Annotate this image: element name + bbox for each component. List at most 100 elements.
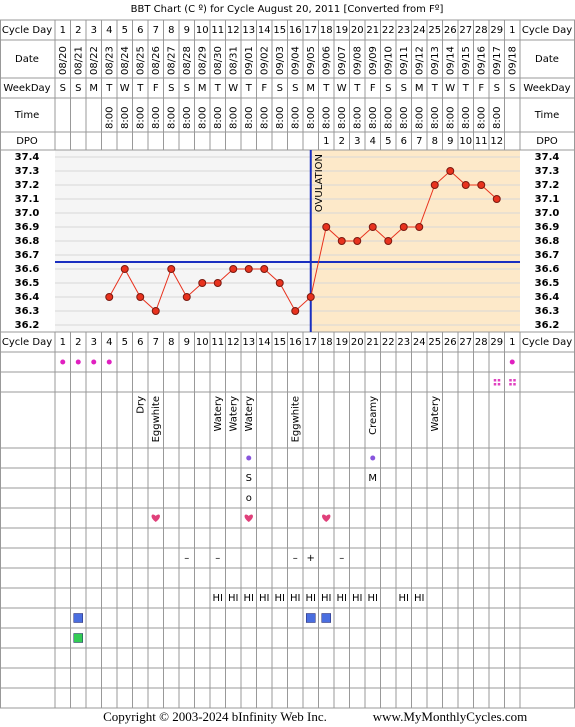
cycle-day: 7 [153, 337, 159, 348]
row-label: Time [14, 110, 39, 121]
weekday: F [153, 83, 159, 94]
weekday: T [431, 83, 439, 94]
y-tick-label: 37.2 [535, 180, 560, 191]
temperature-point [430, 181, 439, 189]
time: 8:00 [120, 107, 131, 129]
y-tick-label: 36.9 [535, 222, 560, 233]
weekday: M [415, 83, 424, 94]
date: 09/08 [352, 46, 363, 75]
cell-text: – [293, 553, 298, 564]
y-tick-label: 37.0 [535, 208, 560, 219]
y-tick-label: 37.1 [535, 194, 560, 205]
time: 8:00 [228, 107, 239, 129]
temperature-point [105, 293, 114, 301]
cycle-day: 28 [475, 337, 488, 348]
copyright: Copyright © 2003-2024 bInfinity Web Inc. [103, 709, 327, 724]
cycle-day: 15 [273, 25, 286, 36]
cycle-day: 23 [397, 337, 410, 348]
temperature-point [461, 181, 470, 189]
time: 8:00 [104, 107, 115, 129]
cycle-day: 16 [289, 337, 302, 348]
cell-text: – [184, 553, 189, 564]
cell-spot [493, 383, 497, 386]
cell-text: Watery [430, 396, 441, 432]
cell-text: HI [306, 593, 316, 604]
time: 8:00 [290, 107, 301, 129]
cell-text: Watery [213, 396, 224, 432]
date: 08/25 [135, 46, 146, 75]
dpo: 3 [354, 136, 360, 147]
cell-dot [370, 455, 376, 461]
weekday: S [494, 83, 500, 94]
cycle-day: 20 [351, 25, 364, 36]
cell-text: o [246, 493, 252, 504]
temperature-point [136, 293, 145, 301]
cycle-day: 25 [428, 25, 441, 36]
temperature-point [492, 195, 501, 203]
cell-text: HI [213, 593, 223, 604]
cycle-day: 21 [366, 337, 379, 348]
temperature-point [198, 279, 207, 287]
date: 09/07 [337, 46, 348, 75]
cycle-day: 17 [304, 337, 317, 348]
weekday: T [245, 83, 253, 94]
weekday: F [478, 83, 484, 94]
cell-text: S [246, 473, 252, 484]
cycle-day: 25 [428, 337, 441, 348]
date: 09/10 [383, 46, 394, 75]
cycle-day: 13 [242, 25, 255, 36]
cycle-day: 26 [444, 337, 457, 348]
cycle-day: 11 [211, 25, 224, 36]
cell-text: Creamy [368, 396, 379, 435]
cell-text: – [215, 553, 220, 564]
time: 8:00 [461, 107, 472, 129]
cell-dot [106, 359, 112, 365]
temperature-point [353, 237, 362, 245]
time: 8:00 [476, 107, 487, 129]
time: 8:00 [383, 107, 394, 129]
cell-dot [60, 359, 66, 365]
date: 09/09 [368, 46, 379, 75]
row-label: Cycle Day [2, 337, 52, 348]
temperature-point [399, 223, 408, 231]
time: 8:00 [352, 107, 363, 129]
temperature-point [151, 307, 160, 315]
cycle-day: 27 [459, 25, 472, 36]
temperature-point [244, 265, 253, 273]
weekday: W [120, 83, 130, 94]
cell-text: HI [228, 593, 238, 604]
weekday: S [168, 83, 174, 94]
weekday: T [136, 83, 144, 94]
y-tick-label: 37.0 [15, 208, 40, 219]
y-tick-label: 37.3 [535, 166, 560, 177]
cycle-day: 9 [184, 337, 190, 348]
row-label: Date [535, 54, 559, 65]
dpo: 4 [370, 136, 376, 147]
date: 08/27 [166, 46, 177, 75]
chart-title: BBT Chart (C º) for Cycle August 20, 201… [131, 4, 444, 15]
cycle-day: 4 [106, 25, 112, 36]
date: 08/21 [73, 46, 84, 75]
cycle-day: 22 [382, 337, 395, 348]
cycle-day: 1 [509, 337, 515, 348]
y-tick-label: 36.2 [15, 320, 40, 331]
time: 8:00 [321, 107, 332, 129]
cycle-day: 27 [459, 337, 472, 348]
y-tick-label: 37.3 [15, 166, 40, 177]
time: 8:00 [399, 107, 410, 129]
site-link: www.MyMonthlyCycles.com [373, 709, 527, 724]
date: 08/22 [89, 46, 100, 75]
cell-text: M [368, 473, 377, 484]
cycle-day: 12 [227, 337, 240, 348]
weekday: S [184, 83, 190, 94]
date: 09/18 [507, 46, 518, 75]
cycle-day: 24 [413, 25, 426, 36]
cell-text: Eggwhite [151, 396, 162, 442]
temperature-point [446, 167, 455, 175]
row-label: WeekDay [523, 83, 570, 94]
cycle-day: 29 [490, 25, 503, 36]
time: 8:00 [259, 107, 270, 129]
cell-spot [493, 379, 497, 382]
dpo: 12 [490, 136, 503, 147]
cycle-day: 21 [366, 25, 379, 36]
